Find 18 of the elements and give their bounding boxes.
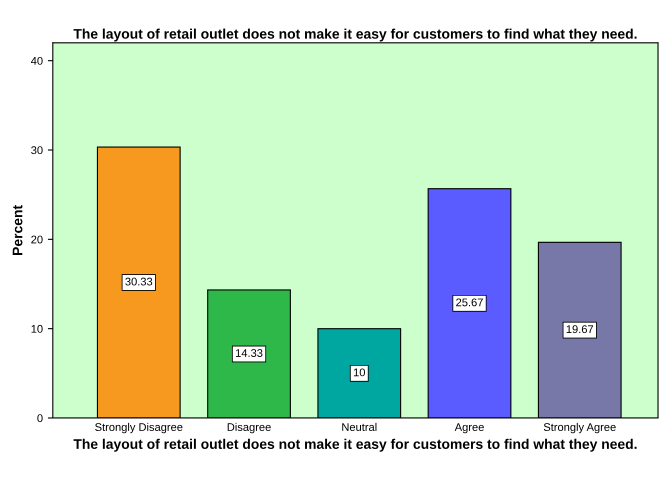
x-tick-label: Strongly Agree bbox=[544, 422, 616, 434]
x-tick-label: Neutral bbox=[342, 422, 376, 432]
data-label: 30.33 bbox=[125, 278, 152, 286]
x-axis-title: The layout of retail outlet does not make it easy for customers to find what they need. bbox=[74, 438, 637, 452]
y-tick-label: 40 bbox=[30, 56, 43, 65]
y-tick-label: 0 bbox=[37, 414, 43, 422]
x-tick-label: Agree bbox=[454, 423, 484, 434]
y-axis-title: Percent bbox=[12, 205, 22, 255]
x-tick-label: Disagree bbox=[228, 422, 271, 434]
chart-title: The layout of retail outlet does not make it easy for customers to find what they need. bbox=[74, 28, 637, 42]
y-tick-label: 10 bbox=[32, 324, 43, 333]
data-label: 14.33 bbox=[236, 349, 262, 357]
data-label: 10 bbox=[354, 368, 366, 376]
y-tick-label: 30 bbox=[31, 146, 43, 154]
x-tick-label: Strongly Disagree bbox=[95, 422, 182, 434]
data-label: 25.67 bbox=[456, 298, 483, 306]
y-tick-label: 20 bbox=[31, 236, 43, 244]
data-label: 19.67 bbox=[566, 325, 594, 334]
